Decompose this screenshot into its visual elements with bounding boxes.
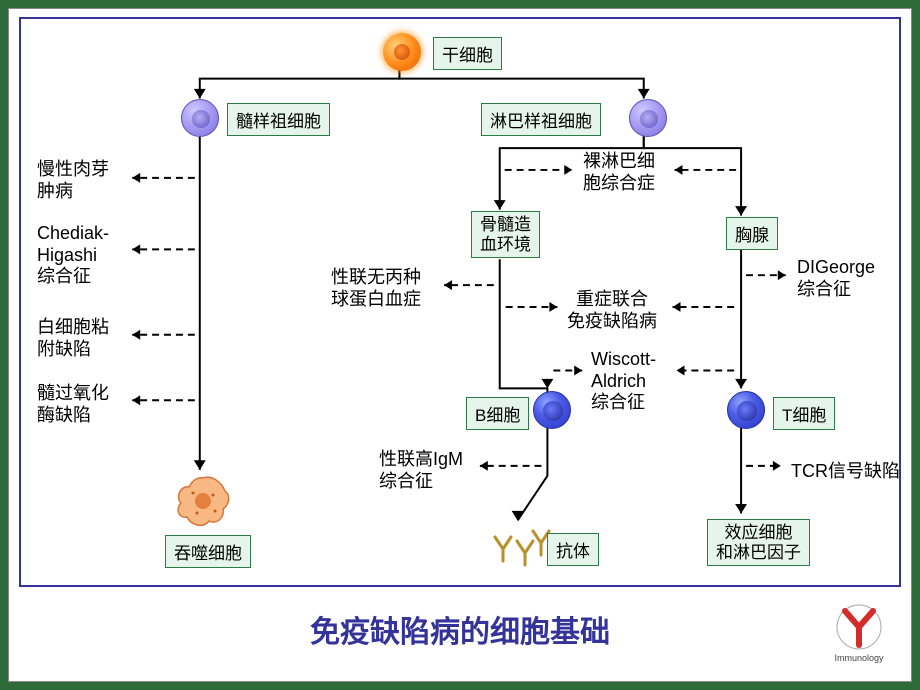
diagram-box: 干细胞 髓样祖细胞 淋巴样祖细胞 骨髓造血环境 胸腺 B细胞 T细胞 吞噬细胞 …	[19, 17, 901, 587]
edges-layer	[21, 19, 899, 585]
bcell-label: B细胞	[466, 397, 529, 430]
mpo-label: 髓过氧化酶缺陷	[37, 383, 109, 426]
myeloid-progenitor-icon	[181, 99, 219, 137]
antibody-text: 抗体	[556, 542, 590, 561]
lymphoid-progenitor-icon	[629, 99, 667, 137]
chediak-label: Chediak-Higashi综合征	[37, 223, 109, 288]
myeloid-label: 髓样祖细胞	[227, 103, 330, 136]
t-cell-icon	[727, 391, 765, 429]
tcr-label: TCR信号缺陷	[791, 461, 900, 483]
antibody-label: 抗体	[547, 533, 599, 566]
tcell-label: T细胞	[773, 397, 835, 430]
scid-label: 重症联合免疫缺陷病	[567, 289, 657, 332]
logo-text: Immunology	[829, 653, 889, 663]
marrow-text: 骨髓造血环境	[480, 215, 531, 254]
lymphoid-label: 淋巴样祖细胞	[481, 103, 601, 136]
wiscott-label: Wiscott-Aldrich综合征	[591, 349, 656, 414]
thymus-text: 胸腺	[735, 226, 769, 245]
stem-cell-icon	[383, 33, 421, 71]
xla-label: 性联无丙种球蛋白血症	[331, 267, 421, 310]
effector-text: 效应细胞和淋巴因子	[716, 523, 801, 562]
marrow-label: 骨髓造血环境	[471, 211, 540, 258]
effector-label: 效应细胞和淋巴因子	[707, 519, 810, 566]
slide: 干细胞 髓样祖细胞 淋巴样祖细胞 骨髓造血环境 胸腺 B细胞 T细胞 吞噬细胞 …	[8, 8, 912, 682]
phagocyte-label: 吞噬细胞	[165, 535, 251, 568]
thymus-label: 胸腺	[726, 217, 778, 250]
myeloid-text: 髓样祖细胞	[236, 112, 321, 131]
lad-label: 白细胞粘附缺陷	[37, 317, 109, 360]
b-cell-icon	[533, 391, 571, 429]
logo-icon	[835, 603, 883, 651]
bcell-text: B细胞	[475, 406, 520, 425]
tcell-text: T细胞	[782, 406, 826, 425]
higm-label: 性联高IgM综合征	[379, 449, 463, 492]
phagocyte-icon	[173, 473, 233, 528]
stem-cell-label: 干细胞	[433, 37, 502, 70]
granuloma-label: 慢性肉芽肿病	[37, 159, 109, 202]
lymphoid-text: 淋巴样祖细胞	[490, 112, 592, 131]
bare-lymphocyte-label: 裸淋巴细胞综合症	[583, 151, 655, 194]
antibody-icon	[491, 521, 551, 571]
logo: Immunology	[829, 603, 889, 663]
phagocyte-text: 吞噬细胞	[174, 544, 242, 563]
stem-cell-text: 干细胞	[442, 46, 493, 65]
page-title: 免疫缺陷病的细胞基础	[9, 607, 911, 651]
digeorge-label: DIGeorge综合征	[797, 257, 875, 300]
